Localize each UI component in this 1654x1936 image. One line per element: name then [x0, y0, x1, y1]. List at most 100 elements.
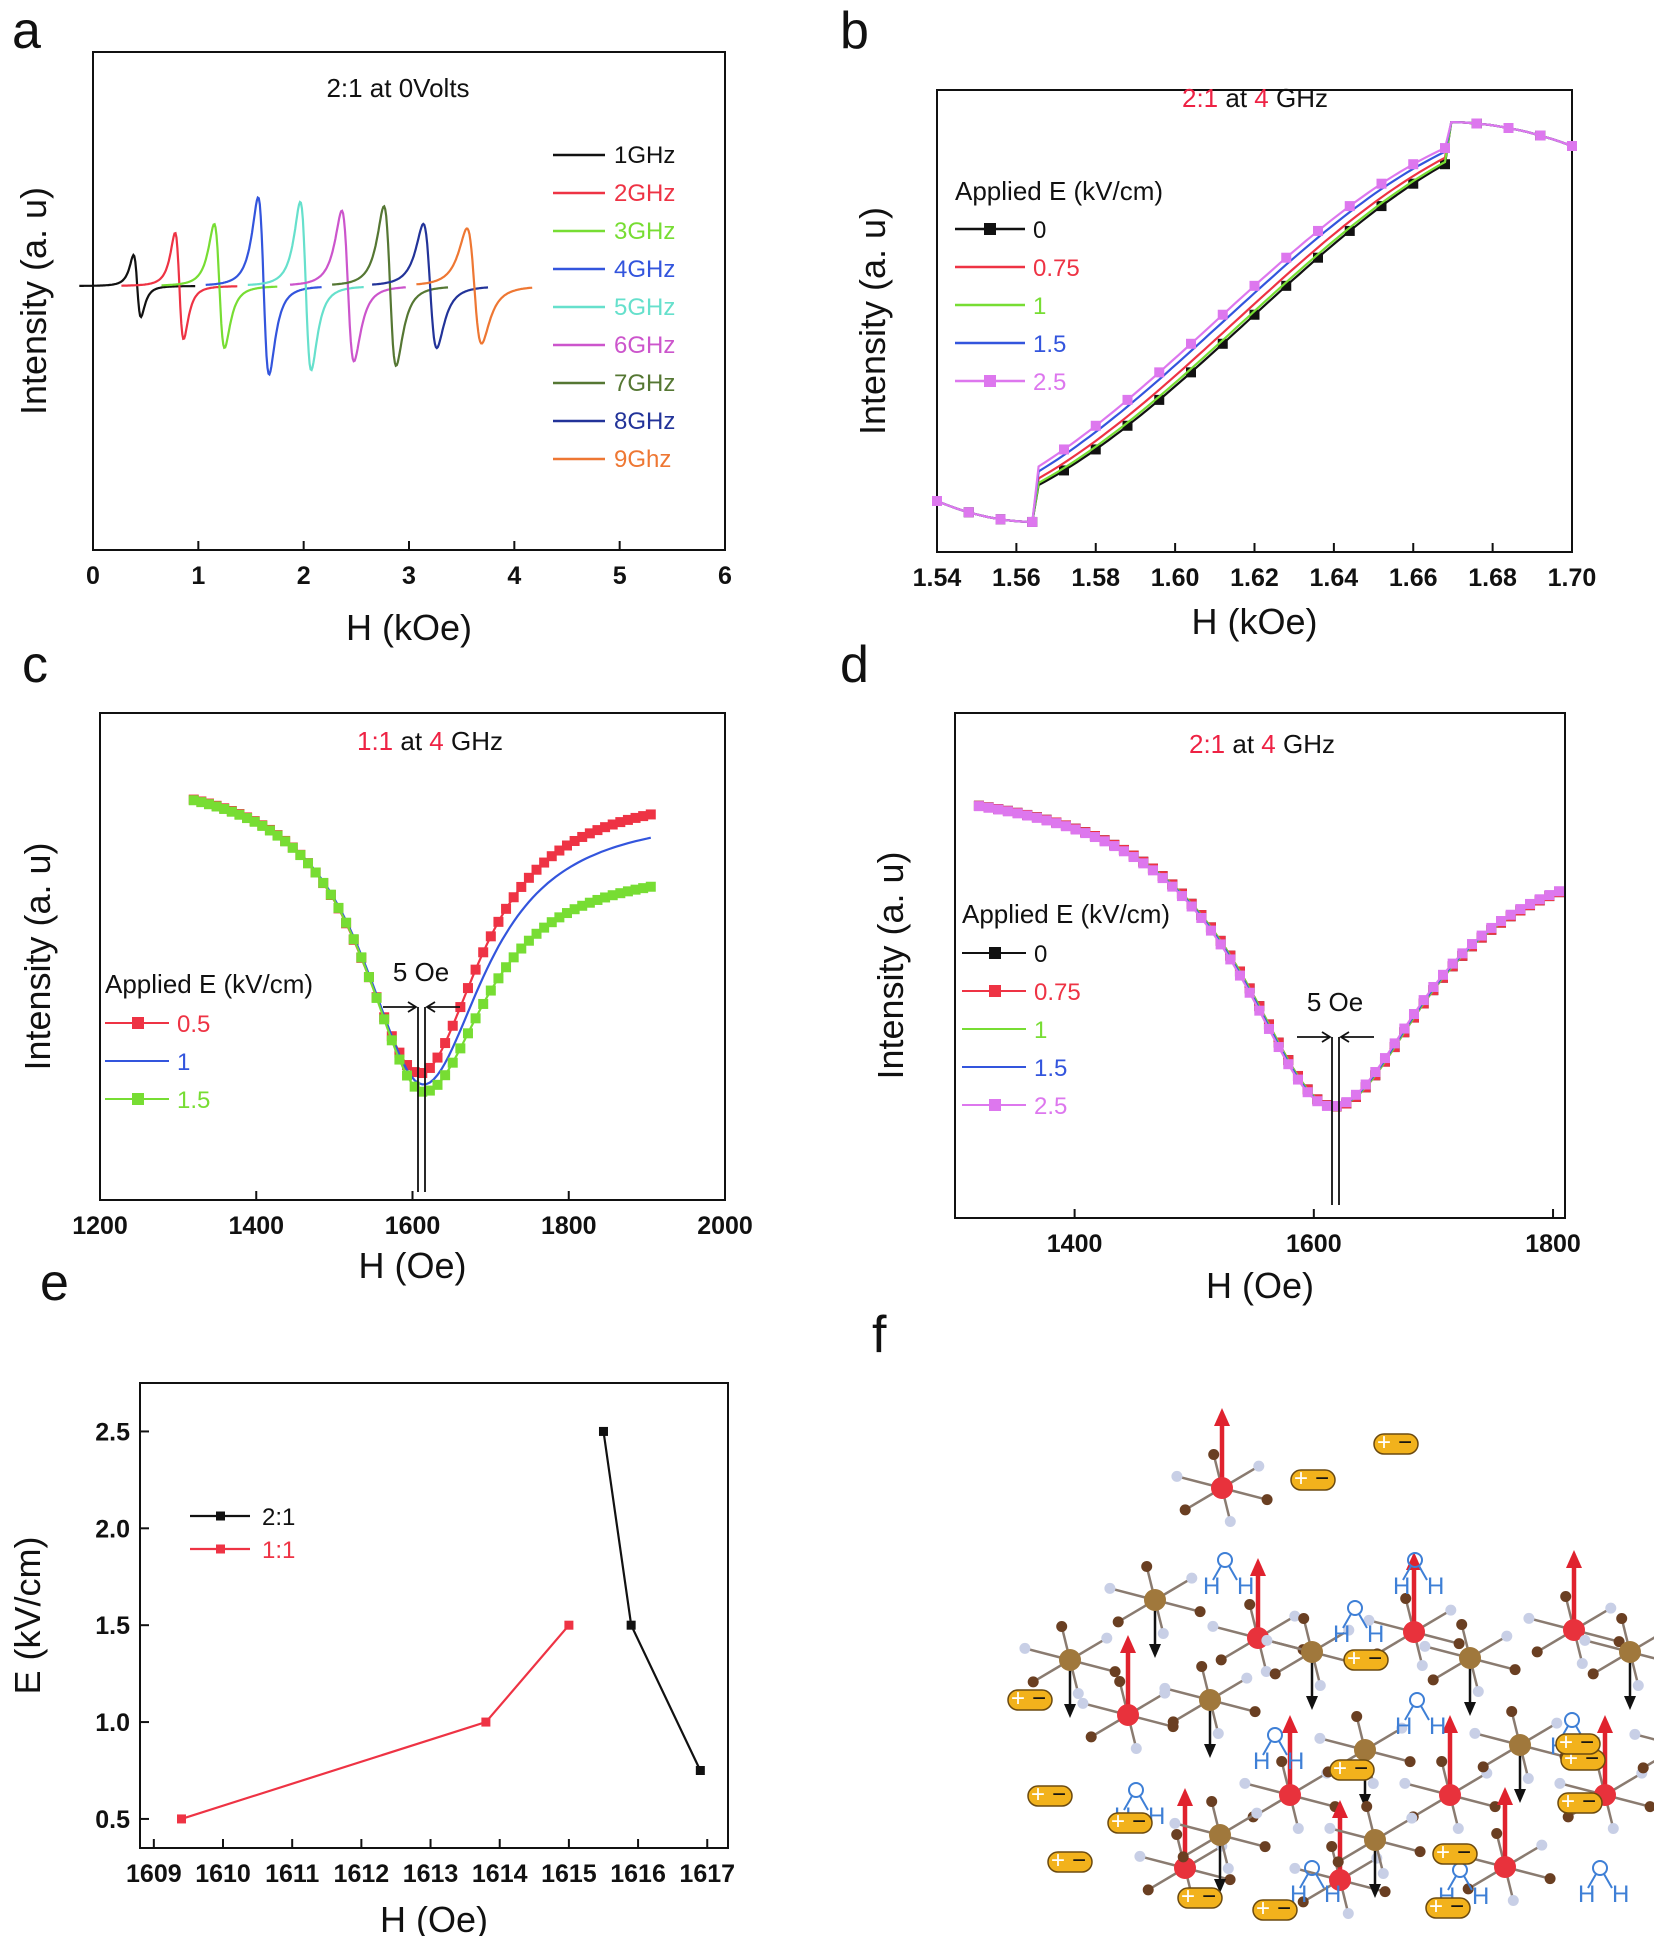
- panel-b-series-marker: [1154, 394, 1165, 405]
- panel-a-legend-label: 9Ghz: [614, 446, 671, 473]
- ion-red-ligand: [1085, 1731, 1097, 1743]
- panel-letter-f: f: [872, 1306, 887, 1364]
- panel-b-series-marker: [1440, 143, 1450, 154]
- panel-d-legend-marker: [989, 947, 1001, 959]
- panel-d-title-part: GHz: [1276, 729, 1335, 759]
- ion-brown-ligand: [1351, 1711, 1363, 1723]
- panel-b-title-part: 4: [1254, 83, 1268, 113]
- panel-d-series-marker: [1118, 846, 1129, 857]
- panel-c-series-marker: [333, 902, 344, 913]
- ion-brown-ligand: [1637, 1762, 1649, 1774]
- water-h-label: H: [1203, 1573, 1220, 1600]
- ion-red-ligand: [1416, 1659, 1428, 1671]
- ion-brown-atom: [1619, 1641, 1641, 1663]
- panel-e-xtick-label: 1610: [195, 1860, 251, 1888]
- water-bond: [1404, 1705, 1414, 1721]
- charge-capsule: [1329, 1759, 1375, 1781]
- ion-brown-ligand: [1261, 1634, 1273, 1646]
- ion-red-spin-arrowhead: [1442, 1715, 1458, 1733]
- panel-b-ylabel: Intensity (a. u): [852, 207, 893, 435]
- panel-d-series-marker: [1360, 1079, 1371, 1090]
- charge-capsule: [1027, 1785, 1073, 1807]
- ion-red-ligand: [1179, 1504, 1191, 1516]
- ion-brown-ligand: [1616, 1613, 1628, 1625]
- ion-red-atom: [1117, 1704, 1139, 1726]
- panel-c-series-marker: [417, 1068, 428, 1079]
- panel-a-legend-label: 6GHz: [614, 332, 675, 359]
- panel-e-xtick-label: 1613: [403, 1860, 459, 1888]
- panel-c-series-marker: [462, 983, 473, 994]
- ion-red-ligand: [1536, 1839, 1548, 1851]
- chart-panel-e: 1609 1610 1611 1612 1613 1614 1615 1616 1617 0.5 1…: [7, 1382, 735, 1936]
- panel-b-series-marker: [1567, 141, 1577, 151]
- charge-plus-label: +: [1561, 1788, 1575, 1815]
- ion-red-ligand: [1215, 1654, 1227, 1666]
- ion-brown-ligand: [1477, 1761, 1489, 1773]
- charge-plus-label: +: [1051, 1847, 1065, 1874]
- panel-d-series-marker: [1147, 865, 1158, 876]
- panel-c-series-marker: [402, 1060, 413, 1071]
- water-h-label: H: [1472, 1883, 1489, 1910]
- panel-c-series-marker: [584, 897, 595, 908]
- ion-brown-atom: [1459, 1647, 1481, 1669]
- ion-brown-ligand: [1056, 1621, 1068, 1633]
- water-oxygen: [1128, 1782, 1144, 1798]
- water-bond: [1123, 1795, 1133, 1811]
- ion-red-atom: [1563, 1619, 1585, 1641]
- water-bond: [1418, 1565, 1428, 1581]
- panel-d-ylabel: Intensity (a. u): [870, 851, 911, 1079]
- ion-brown-ligand: [1159, 1682, 1171, 1694]
- panel-d-series-marker: [1505, 909, 1516, 920]
- panel-b-series-marker: [1059, 465, 1069, 476]
- ion-brown-ligand: [1167, 1716, 1179, 1728]
- panel-d-series-marker: [1428, 981, 1439, 992]
- panel-b-xtick-label: 1.58: [1071, 564, 1120, 592]
- water-h-label: H: [1393, 1573, 1410, 1600]
- ion-brown-ligand: [1396, 1722, 1408, 1734]
- panel-c-series-marker: [638, 883, 649, 894]
- panel-c-title-part: GHz: [444, 726, 503, 756]
- water-oxygen: [1407, 1552, 1423, 1568]
- ion-red-ligand: [1399, 1777, 1411, 1789]
- ion-brown-atom: [1059, 1649, 1081, 1671]
- panel-b-series-marker: [1249, 280, 1260, 291]
- water-h-label: H: [1287, 1748, 1304, 1775]
- ion-red-ligand: [1523, 1612, 1535, 1624]
- panel-a-series-line: [205, 195, 322, 377]
- panel-c-series-marker: [196, 797, 207, 808]
- ion-red-ligand: [1531, 1646, 1543, 1658]
- panel-c-series-marker: [455, 1043, 466, 1054]
- ion-brown-ligand: [1157, 1627, 1169, 1639]
- ion-red-ligand: [1260, 1665, 1272, 1677]
- panel-d-series-marker: [1379, 1053, 1390, 1064]
- ion-brown-ligand: [1298, 1613, 1310, 1625]
- panel-b-title: 2:1 at 4 GHz: [1182, 83, 1328, 113]
- panel-a-legend-label: 2GHz: [614, 180, 675, 207]
- panel-e-legend-label: 2:1: [262, 1504, 295, 1531]
- panel-b-title-part: at: [1218, 83, 1254, 113]
- panel-c-series-marker: [394, 1054, 405, 1065]
- ion-red-atom: [1439, 1784, 1461, 1806]
- panel-c-title-part: 4: [429, 726, 443, 756]
- panel-d-frame: [954, 712, 1566, 1219]
- panel-a-series-line: [161, 222, 278, 350]
- panel-d-series-marker: [1109, 841, 1120, 852]
- ion-red-ligand: [1644, 1801, 1654, 1813]
- panel-c-series-marker: [356, 952, 367, 963]
- ion-red-ligand: [1244, 1599, 1256, 1611]
- ion-brown-ligand: [1019, 1642, 1031, 1654]
- panel-d-series-marker: [1515, 904, 1526, 915]
- panel-d-series-marker: [1012, 808, 1023, 819]
- water-bond: [1278, 1740, 1288, 1756]
- chart-panel-a: 0 1 2 3 4 5 6 H (kOe) Intensity (a. u) 2:1 at 0Vo…: [13, 51, 732, 648]
- panel-b-series-marker: [1249, 309, 1260, 320]
- charge-minus-label: −: [1072, 1847, 1086, 1874]
- panel-d-series-marker: [1031, 812, 1042, 823]
- panel-c-series-marker: [607, 890, 618, 901]
- ion-red-ligand: [1605, 1602, 1617, 1614]
- panel-e-xlabel: H (Oe): [380, 1899, 488, 1936]
- water-h-label: H: [1395, 1713, 1412, 1740]
- ion-brown-ligand: [1072, 1687, 1084, 1699]
- panel-d-series-marker: [1157, 873, 1168, 884]
- water-h-label: H: [1253, 1748, 1270, 1775]
